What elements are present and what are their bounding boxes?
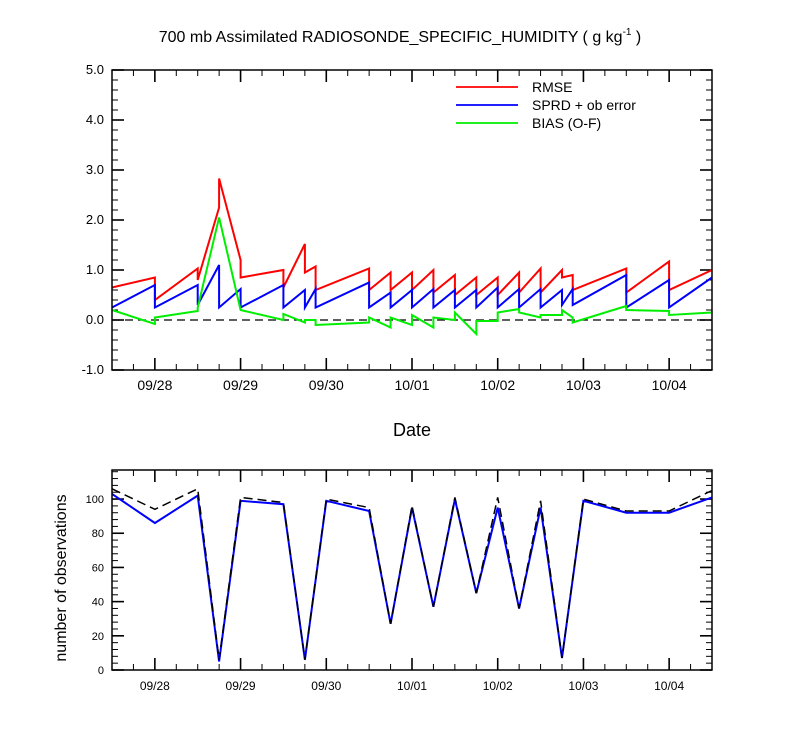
y-tick-label: -1.0	[82, 362, 104, 377]
top-axis-labels: 09/28 09/29 09/30 10/01 10/02 10/03 10/04 -1.0 0…	[82, 62, 687, 393]
y-tick-label: 5.0	[86, 62, 104, 77]
legend-label-sprd: SPRD + ob error	[532, 97, 636, 113]
y-axis-label-observations: number of observations	[53, 494, 70, 661]
x-tick-label: 09/30	[311, 679, 341, 693]
observations-panel: 09/28 09/29 09/30 10/01 10/02 10/03 10/04 0 20 40…	[53, 469, 713, 693]
top-plot-frame	[111, 69, 713, 371]
x-tick-label: 10/03	[568, 679, 598, 693]
bottom-series-group	[111, 487, 713, 662]
chart-title: 700 mb Assimilated RADIOSONDE_SPECIFIC_H…	[159, 27, 642, 46]
legend-label-rmse: RMSE	[532, 79, 572, 95]
x-axis-label: Date	[393, 420, 431, 440]
y-tick-label: 2.0	[86, 212, 104, 227]
y-tick-label: 20	[92, 631, 104, 643]
y-tick-label: 3.0	[86, 162, 104, 177]
x-tick-label: 09/30	[309, 377, 344, 393]
x-tick-label: 09/29	[226, 679, 256, 693]
x-tick-label: 10/02	[483, 679, 513, 693]
series-line-rmse	[111, 178, 713, 302]
y-tick-label: 0.0	[86, 312, 104, 327]
x-tick-label: 10/04	[654, 679, 684, 693]
bottom-axis-labels: 09/28 09/29 09/30 10/01 10/02 10/03 10/04 0 20 40…	[86, 494, 685, 693]
y-tick-label: 80	[92, 528, 104, 540]
y-tick-label: 1.0	[86, 262, 104, 277]
chart-title-text: 700 mb Assimilated RADIOSONDE_SPECIFIC_H…	[159, 29, 623, 46]
legend: RMSE SPRD + ob error BIAS (O-F)	[456, 79, 636, 131]
x-tick-label: 10/04	[652, 377, 687, 393]
y-tick-label: 100	[86, 494, 104, 506]
x-tick-label: 09/28	[140, 679, 170, 693]
series-line-assimilated	[111, 493, 713, 662]
bottom-plot-frame	[111, 469, 713, 671]
chart-title-close: )	[631, 29, 641, 46]
y-tick-label: 60	[92, 562, 104, 574]
top-series-group	[111, 178, 713, 337]
x-tick-label: 10/02	[480, 377, 515, 393]
rmse-bias-panel: 09/28 09/29 09/30 10/01 10/02 10/03 10/04 -1.0 0…	[82, 62, 713, 440]
chart-title-exponent: -1	[623, 27, 632, 38]
series-line-bias-o-f	[111, 217, 713, 337]
x-tick-label: 10/01	[394, 377, 429, 393]
y-tick-label: 4.0	[86, 112, 104, 127]
legend-label-bias: BIAS (O-F)	[532, 115, 601, 131]
y-tick-label: 0	[98, 665, 104, 677]
x-tick-label: 10/01	[397, 679, 427, 693]
bottom-ticks	[111, 470, 713, 671]
y-tick-label: 40	[92, 597, 104, 609]
x-tick-label: 10/03	[566, 377, 601, 393]
series-line-possible	[111, 487, 713, 660]
x-tick-label: 09/29	[223, 377, 258, 393]
x-tick-label: 09/28	[137, 377, 172, 393]
